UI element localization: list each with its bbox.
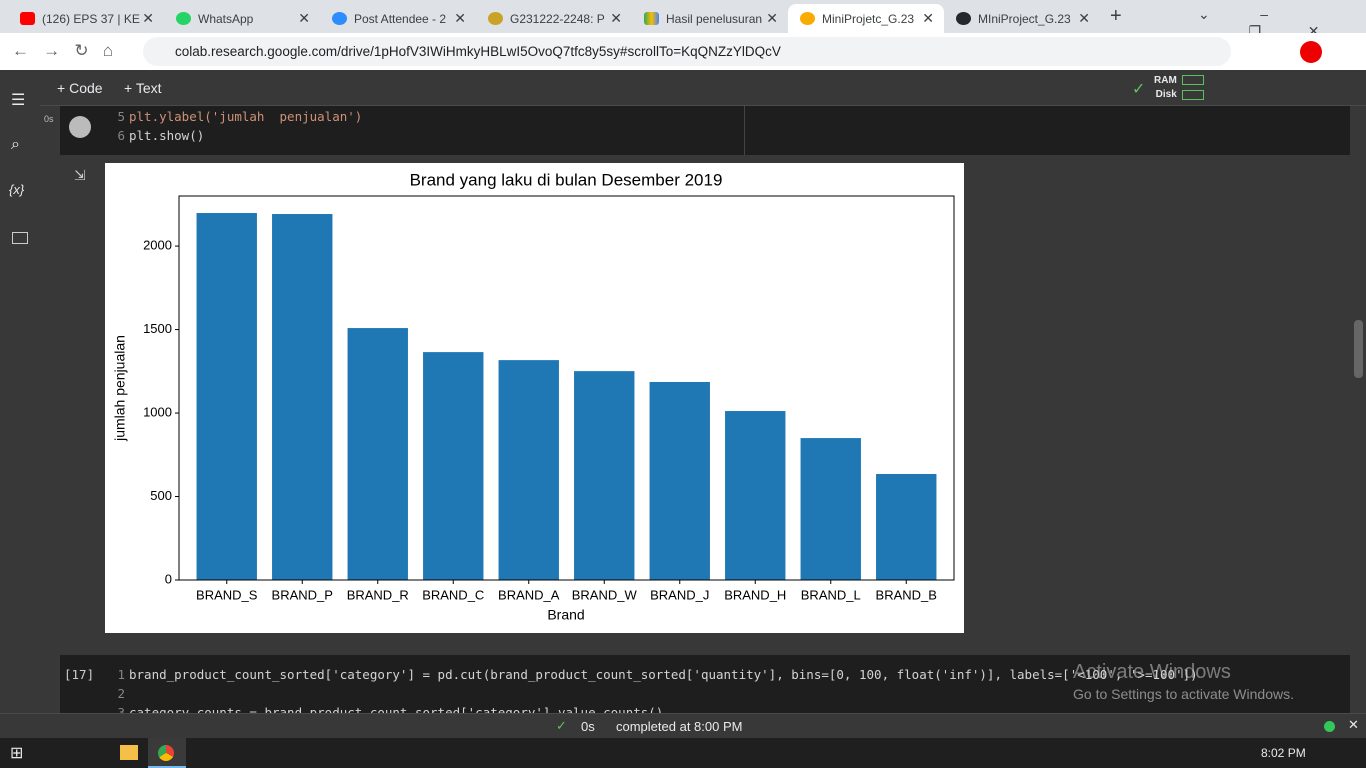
y-tick-label: 1500 — [143, 321, 172, 336]
search-icon[interactable]: ⌕ — [11, 136, 20, 153]
clock: 8:02 PM — [1261, 746, 1306, 760]
y-tick-label: 2000 — [143, 238, 172, 253]
y-tick-label: 1000 — [143, 404, 172, 419]
code-cell[interactable]: 0s 5 plt.ylabel('jumlah penjualan') 6 pl… — [44, 106, 1350, 155]
bar — [498, 360, 559, 580]
plot-frame — [178, 195, 955, 581]
x-tick-label: BRAND_C — [422, 587, 484, 602]
x-tick-label: BRAND_B — [876, 587, 937, 602]
y-axis-label: jumlah penjualan — [112, 335, 128, 442]
line-number: 5 — [117, 109, 125, 124]
url-text: colab.research.google.com/drive/1pHofV3I… — [175, 44, 781, 59]
status-check: ✓ — [556, 718, 567, 733]
bar — [800, 438, 861, 580]
disk-meter — [1182, 90, 1204, 100]
code-line: category_counts = brand_product_count_so… — [129, 705, 664, 713]
line-number: 2 — [117, 686, 125, 701]
profile-avatar[interactable] — [1300, 41, 1322, 63]
disk-label: Disk — [1155, 89, 1177, 100]
y-tick-label: 0 — [165, 571, 172, 586]
code-line: brand_product_count_sorted['category'] =… — [129, 667, 1198, 682]
y-tick-label: 500 — [150, 488, 172, 503]
chrome-icon — [158, 745, 174, 761]
bar — [196, 213, 257, 580]
code-line: plt.show() — [129, 128, 205, 143]
tab[interactable]: MiniProjetc_G.23 ✕ — [788, 4, 944, 33]
add-text-label: Text — [135, 80, 162, 96]
scrollbar[interactable] — [1354, 320, 1363, 378]
variables-icon[interactable]: {x} — [9, 182, 25, 197]
x-tick-label: BRAND_J — [650, 587, 709, 602]
colab-toolbar: + Code + Text ✓ RAM Disk — [0, 70, 1366, 106]
x-tick-label: BRAND_R — [347, 587, 409, 602]
status-message: completed at 8:00 PM — [616, 719, 743, 734]
x-tick-label: BRAND_S — [196, 587, 258, 602]
add-code-label: Code — [69, 80, 103, 96]
tab-title: Post Attendee - 2 — [354, 12, 447, 26]
ruler — [744, 106, 745, 155]
watermark-subtitle: Go to Settings to activate Windows. — [1073, 686, 1294, 702]
bar — [423, 352, 484, 580]
tab[interactable]: WhatsApp ✕ — [164, 4, 320, 33]
tab[interactable]: (126) EPS 37 | KE ✕ — [8, 4, 164, 33]
tab-title: WhatsApp — [198, 12, 254, 26]
run-button[interactable] — [69, 116, 91, 138]
line-number: 6 — [117, 128, 125, 143]
tab-title: MIniProject_G.23 — [978, 12, 1071, 26]
chart-title: Brand yang laku di bulan Desember 2019 — [410, 170, 723, 189]
sidebar: ☰ ⌕ {x} — [0, 70, 40, 713]
close-status[interactable]: ✕ — [1348, 717, 1359, 732]
x-tick-label: BRAND_P — [272, 587, 333, 602]
chart: Brand yang laku di bulan Desember 2019 B… — [105, 163, 964, 633]
address-bar[interactable]: colab.research.google.com/drive/1pHofV3I… — [143, 37, 1231, 66]
watermark-title: Activate Windows — [1073, 661, 1231, 683]
toc-icon[interactable]: ☰ — [11, 92, 26, 109]
x-tick-label: BRAND_W — [572, 587, 638, 602]
tab[interactable]: MIniProject_G.23 ✕ — [944, 4, 1100, 33]
bar — [876, 473, 937, 580]
bar — [725, 411, 786, 580]
tab-title: Hasil penelusuran — [666, 12, 763, 26]
status-dot — [1324, 721, 1335, 732]
ram-label: RAM — [1154, 75, 1177, 86]
add-text-button[interactable]: + Text — [124, 80, 162, 96]
x-tick-label: BRAND_A — [498, 587, 560, 602]
tab-title: G231222-2248: P — [510, 12, 605, 26]
line-number: 1 — [117, 667, 125, 682]
exec-time: 0s — [44, 114, 54, 124]
files-icon[interactable] — [12, 232, 28, 244]
tab[interactable]: Post Attendee - 2 ✕ — [320, 4, 476, 33]
exec-count: [17] — [64, 667, 95, 682]
bar — [347, 328, 408, 580]
bar — [649, 381, 710, 580]
output-icon[interactable]: ⇲ — [74, 167, 86, 183]
tab-title: MiniProjetc_G.23 — [822, 12, 915, 26]
code-cell[interactable]: 0s [17] 1 brand_product_count_sorted['ca… — [60, 655, 1350, 713]
x-tick-label: BRAND_L — [801, 587, 861, 602]
tab[interactable]: Hasil penelusuran ✕ — [632, 4, 788, 33]
line-number: 3 — [117, 705, 125, 713]
x-axis-label: Brand — [547, 607, 584, 623]
new-tab-button[interactable]: + — [1110, 5, 1122, 27]
code-line: plt.ylabel('jumlah penjualan') — [129, 109, 363, 124]
connected-check: ✓ — [1132, 81, 1146, 98]
status-time: 0s — [581, 719, 595, 734]
tab-title: (126) EPS 37 | KE — [42, 12, 140, 26]
tab[interactable]: G231222-2248: P ✕ — [476, 4, 632, 33]
browser-toolbar: ← → ↻ ⌂ colab.research.google.com/drive/… — [0, 33, 1366, 70]
tab-bar: (126) EPS 37 | KE ✕ WhatsApp ✕ Post Attend… — [0, 0, 1366, 39]
bar — [574, 371, 635, 580]
resources[interactable]: RAM Disk — [1154, 74, 1177, 102]
status-bar: ✓ 0s completed at 8:00 PM ✕ — [0, 713, 1366, 738]
bar — [272, 214, 333, 580]
taskbar: ⊞ 8:02 PM — [0, 738, 1366, 768]
x-tick-label: BRAND_H — [724, 587, 786, 602]
explorer-icon[interactable] — [120, 745, 138, 760]
ram-meter — [1182, 75, 1204, 85]
start-button[interactable]: ⊞ — [10, 745, 24, 762]
nav-buttons[interactable]: ← → ↻ ⌂ — [12, 41, 114, 60]
add-code-button[interactable]: + Code — [57, 80, 103, 96]
